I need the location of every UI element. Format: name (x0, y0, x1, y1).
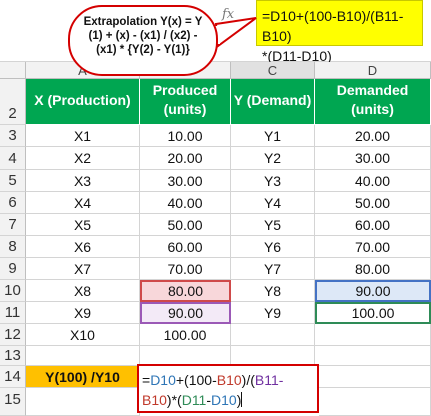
header-y-demand[interactable]: Y (Demand) (231, 79, 315, 125)
cell-d6[interactable]: 50.00 (315, 192, 431, 214)
cell-d4[interactable]: 30.00 (315, 147, 431, 170)
cell-c9[interactable]: Y7 (231, 258, 315, 280)
cell-c5[interactable]: Y3 (231, 170, 315, 192)
cell-d3[interactable]: 20.00 (315, 125, 431, 147)
cell-d12[interactable] (315, 324, 431, 346)
cell-a13[interactable] (26, 346, 140, 366)
cell-d13[interactable] (315, 346, 431, 366)
cell-b8[interactable]: 60.00 (140, 236, 231, 258)
row-header-3[interactable]: 3 (0, 125, 26, 147)
cell-c12[interactable] (231, 324, 315, 346)
formula-equals: = (142, 372, 151, 388)
cell-c8[interactable]: Y6 (231, 236, 315, 258)
cell-c11[interactable]: Y9 (231, 302, 315, 324)
formula-ref-d10: D10 (150, 372, 176, 388)
formula-ref-b10: B10 (142, 392, 167, 408)
select-all-corner[interactable] (0, 62, 26, 79)
cell-b10[interactable]: 80.00 (140, 280, 231, 302)
cell-a4[interactable]: X2 (26, 147, 140, 170)
formula-input[interactable]: =D10+(100-B10)/(B11-B10) *(D11-D10) (256, 0, 423, 64)
cell-b11[interactable]: 90.00 (140, 302, 231, 324)
row-header-10[interactable]: 10 (0, 280, 26, 302)
column-header-c[interactable]: C (231, 62, 315, 79)
cell-c7[interactable]: Y5 (231, 214, 315, 236)
row-header-12[interactable]: 12 (0, 324, 26, 346)
formula-ref-b11: B11- (254, 372, 284, 388)
row-header-7[interactable]: 7 (0, 214, 26, 236)
column-header-d[interactable]: D (315, 62, 431, 79)
cell-d10[interactable]: 90.00 (315, 280, 431, 302)
text-cursor (241, 392, 243, 407)
cell-a12[interactable]: X10 (26, 324, 140, 346)
formula-ref-d10: D10 (211, 392, 237, 408)
cell-c4[interactable]: Y2 (231, 147, 315, 170)
cell-d14[interactable] (319, 366, 431, 388)
cell-b3[interactable]: 10.00 (140, 125, 231, 147)
formula-ref-d11: D11 (181, 392, 207, 408)
cell-a9[interactable]: X7 (26, 258, 140, 280)
cell-a11[interactable]: X9 (26, 302, 140, 324)
cell-b5[interactable]: 30.00 (140, 170, 231, 192)
cell-d5[interactable]: 40.00 (315, 170, 431, 192)
formula-part: )*( (166, 392, 182, 408)
formula-part: - (206, 392, 212, 408)
row-header-11[interactable]: 11 (0, 302, 26, 324)
cell-b4[interactable]: 20.00 (140, 147, 231, 170)
cell-c6[interactable]: Y4 (231, 192, 315, 214)
formula-ref-b10: B10 (216, 372, 242, 388)
cell-d7[interactable]: 60.00 (315, 214, 431, 236)
header-x-production[interactable]: X (Production) (26, 79, 140, 125)
cell-d8[interactable]: 70.00 (315, 236, 431, 258)
cell-a8[interactable]: X6 (26, 236, 140, 258)
cell-c3[interactable]: Y1 (231, 125, 315, 147)
cell-c10[interactable]: Y8 (231, 280, 315, 302)
header-produced-units[interactable]: Produced (units) (140, 79, 231, 125)
cell-a15[interactable] (26, 388, 140, 416)
fx-icon[interactable]: fx (222, 7, 235, 22)
formula-part: +(100- (175, 372, 217, 388)
cell-d15[interactable] (319, 388, 431, 416)
row-header-6[interactable]: 6 (0, 192, 26, 214)
cell-a3[interactable]: X1 (26, 125, 140, 147)
cell-a7[interactable]: X5 (26, 214, 140, 236)
row-header-4[interactable]: 4 (0, 147, 26, 170)
extrapolation-callout: Extrapolation Y(x) = Y (1) + (x) - (x1) … (68, 5, 218, 76)
cell-a6[interactable]: X4 (26, 192, 140, 214)
row-header-14[interactable]: 14 (0, 366, 26, 388)
cell-c13[interactable] (231, 346, 315, 366)
cell-b12[interactable]: 100.00 (140, 324, 231, 346)
cell-b13[interactable] (140, 346, 231, 366)
cell-b14-editor[interactable]: =D10+(100-B10)/(B11- B10)*(D11-D10) (137, 364, 319, 413)
header-demanded-units[interactable]: Demanded (units) (315, 79, 431, 125)
cell-d11[interactable]: 100.00 (315, 302, 431, 324)
formula-part: )/( (241, 372, 255, 388)
cell-d9[interactable]: 80.00 (315, 258, 431, 280)
cell-a10[interactable]: X8 (26, 280, 140, 302)
result-label-cell[interactable]: Y(100) /Y10 (26, 366, 140, 388)
row-header-13[interactable]: 13 (0, 346, 26, 366)
row-header-2[interactable]: 2 (0, 79, 26, 125)
row-header-5[interactable]: 5 (0, 170, 26, 192)
row-header-8[interactable]: 8 (0, 236, 26, 258)
formula-part: ) (236, 392, 242, 408)
cell-b9[interactable]: 70.00 (140, 258, 231, 280)
cell-b6[interactable]: 40.00 (140, 192, 231, 214)
cell-a5[interactable]: X3 (26, 170, 140, 192)
row-header-9[interactable]: 9 (0, 258, 26, 280)
row-header-15[interactable]: 15 (0, 388, 26, 416)
cell-b7[interactable]: 50.00 (140, 214, 231, 236)
